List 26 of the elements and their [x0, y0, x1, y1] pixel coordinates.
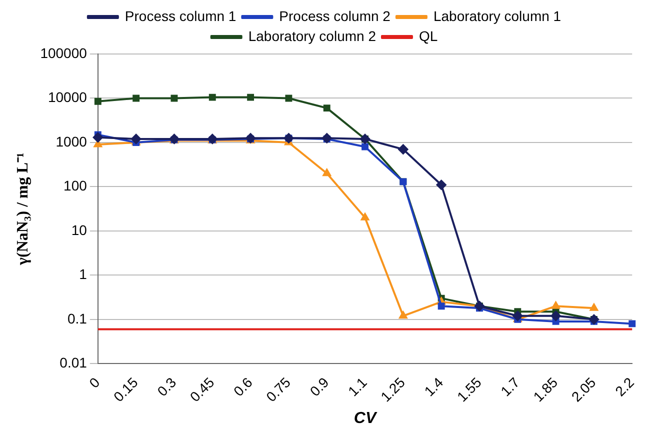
y-tick-label: 1000	[56, 133, 88, 150]
x-tick-label: 0.75	[262, 374, 294, 405]
x-tick-label: 0.3	[154, 374, 180, 400]
x-tick-label: 0.15	[110, 374, 142, 405]
legend-label: Process column 1	[124, 8, 236, 24]
x-tick-label: 0.9	[306, 374, 332, 400]
legend-label: Laboratory column 1	[433, 8, 562, 24]
x-tick-label: 0.45	[186, 374, 218, 405]
y-tick-label: 0.1	[67, 310, 88, 326]
x-tick-label: 2.2	[612, 374, 638, 400]
y-tick-label: 100000	[40, 44, 88, 61]
y-tick-label: 10000	[48, 89, 88, 106]
y-tick-label: 1	[79, 266, 88, 282]
y-axis-title: γ(NaN₃) / mg L⁻¹	[14, 152, 32, 266]
x-tick-label: 1.4	[421, 374, 446, 400]
x-tick-label: 0.6	[230, 374, 256, 400]
x-tick-label: 1.7	[497, 374, 523, 400]
x-tick-label: 0	[86, 374, 103, 391]
legend-label: Process column 2	[279, 8, 391, 24]
x-axis-title: CV	[354, 410, 378, 427]
x-tick-label: 1.1	[344, 374, 370, 400]
y-tick-label: 0.01	[60, 354, 88, 371]
legend-label: QL	[418, 28, 438, 44]
y-tick-label: 100	[64, 178, 88, 194]
legend-label: Laboratory column 2	[248, 28, 376, 44]
y-tick-label: 10	[71, 222, 88, 238]
